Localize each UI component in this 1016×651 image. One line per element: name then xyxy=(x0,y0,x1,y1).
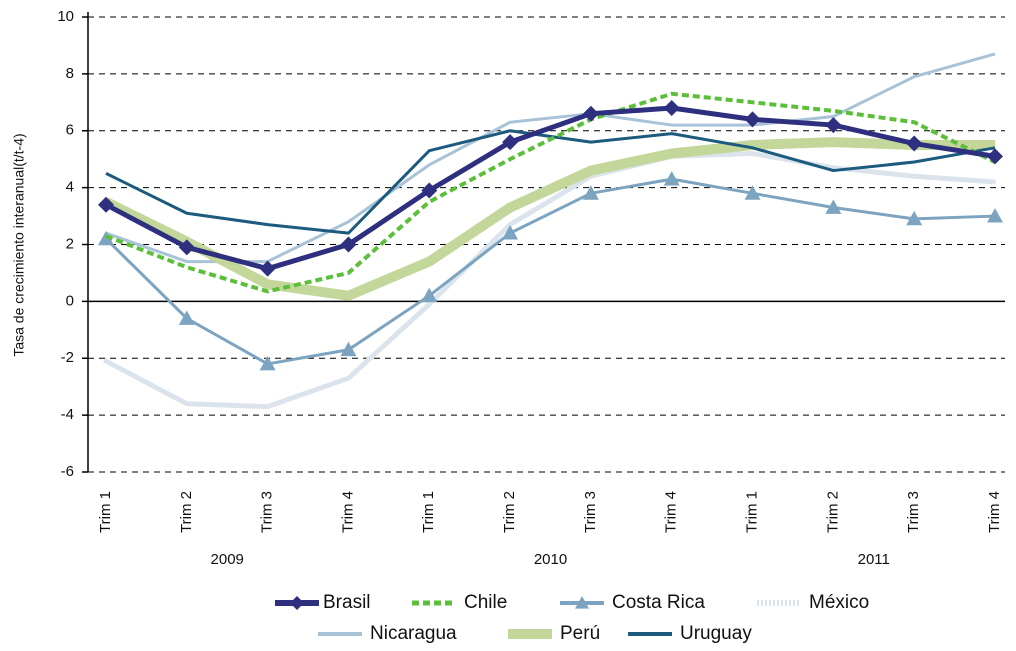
legend-item: México xyxy=(757,592,869,613)
marker xyxy=(825,117,842,134)
legend-item: Brasil xyxy=(275,592,371,613)
group-label: 2010 xyxy=(534,551,567,568)
y-tick-label: 0 xyxy=(66,292,74,309)
legend-label: México xyxy=(809,592,869,613)
y-tick-label: -2 xyxy=(61,349,74,366)
group-label: 2011 xyxy=(858,551,890,568)
series xyxy=(105,91,996,294)
marker xyxy=(575,596,589,609)
legend-item: Perú xyxy=(508,623,600,644)
marker xyxy=(340,236,357,253)
x-tick-label: Trim 3 xyxy=(259,491,276,533)
group-label: 2009 xyxy=(211,551,244,568)
marker xyxy=(178,239,195,256)
marker xyxy=(421,182,438,199)
legend-item: Chile xyxy=(412,592,507,613)
y-tick-label: 10 xyxy=(57,8,74,25)
y-tick-label: -6 xyxy=(61,463,74,480)
x-tick-label: Trim 2 xyxy=(178,491,195,533)
marker xyxy=(502,134,519,151)
legend-item: Costa Rica xyxy=(560,592,705,613)
marker xyxy=(987,148,1003,165)
legend-label: Costa Rica xyxy=(612,592,705,613)
marker xyxy=(502,225,519,240)
marker xyxy=(906,210,923,226)
marker xyxy=(987,208,1003,223)
legend-label: Nicaragua xyxy=(370,623,457,644)
x-tick-label: Trim 4 xyxy=(986,491,1003,533)
marker xyxy=(906,135,923,152)
series xyxy=(98,100,1003,277)
marker xyxy=(178,310,195,325)
marker xyxy=(259,260,276,277)
x-tick-label: Trim 1 xyxy=(97,491,114,533)
marker xyxy=(582,185,599,200)
legend-label: Chile xyxy=(464,592,507,613)
marker xyxy=(290,596,304,610)
x-tick-label: Trim 3 xyxy=(582,491,599,533)
series xyxy=(98,171,1003,371)
marker xyxy=(744,185,761,200)
series-line xyxy=(104,177,996,366)
marker xyxy=(663,100,680,116)
marker xyxy=(340,341,357,357)
x-tick-label: Trim 1 xyxy=(744,491,761,533)
x-tick-label: Trim 2 xyxy=(501,491,518,533)
legend-label: Perú xyxy=(560,623,600,644)
series-line xyxy=(103,137,995,301)
marker xyxy=(582,105,599,122)
legend-item: Uruguay xyxy=(628,623,752,644)
series xyxy=(105,52,996,264)
x-tick-label: Trim 3 xyxy=(905,491,922,533)
marker xyxy=(98,196,114,213)
x-tick-label: Trim 4 xyxy=(339,491,356,533)
marker xyxy=(744,111,761,128)
x-tick-label: Trim 1 xyxy=(420,491,437,533)
series-line xyxy=(104,105,996,272)
legend-label: Brasil xyxy=(323,592,371,613)
marker xyxy=(259,355,276,371)
series xyxy=(103,137,995,301)
marker xyxy=(825,199,842,214)
y-tick-label: 2 xyxy=(66,235,74,252)
series-line xyxy=(105,91,996,294)
y-tick-label: 6 xyxy=(66,122,74,139)
marker xyxy=(663,171,680,186)
y-tick-label: -4 xyxy=(61,406,74,423)
series xyxy=(105,129,996,235)
y-tick-label: 4 xyxy=(66,179,74,196)
y-axis-label: Tasa de crecimiento interanual(t/t-4) xyxy=(11,133,27,356)
series-line xyxy=(105,52,996,264)
marker xyxy=(421,287,438,303)
series-line xyxy=(105,129,996,235)
x-tick-label: Trim 2 xyxy=(824,491,841,533)
y-tick-label: 8 xyxy=(66,65,74,82)
x-tick-label: Trim 4 xyxy=(663,491,680,533)
legend-item: Nicaragua xyxy=(318,623,457,644)
legend-label: Uruguay xyxy=(680,623,752,644)
